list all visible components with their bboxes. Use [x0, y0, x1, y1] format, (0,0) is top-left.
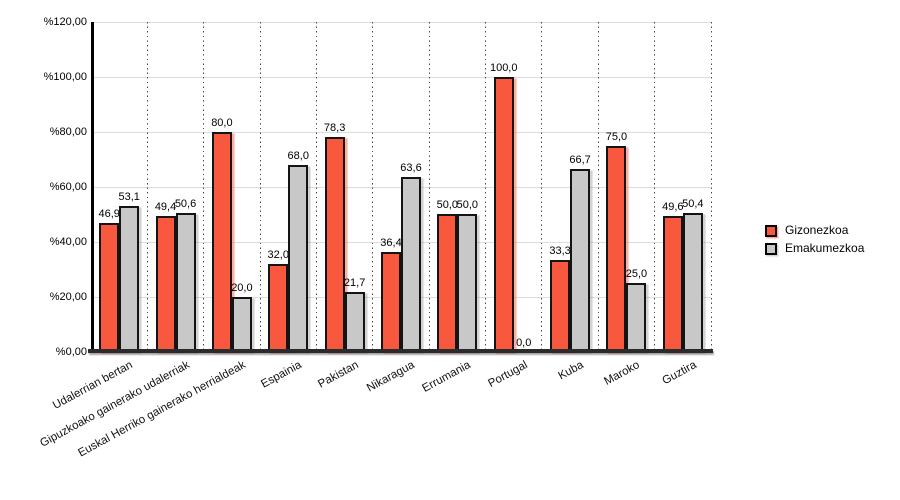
bar-value-label: 49,6 [662, 201, 684, 213]
bar-value-label: 66,7 [569, 154, 591, 166]
y-tick-label: %0,00 [55, 346, 87, 358]
bar-emakumezkoa [175, 213, 196, 352]
y-tick-label: %20,00 [49, 291, 87, 303]
category-separator [372, 22, 374, 352]
category-separator [541, 22, 543, 352]
bar-emakumezkoa [344, 292, 365, 352]
bar-value-label: 25,0 [625, 268, 648, 280]
legend-label: Emakumezkoa [785, 241, 865, 255]
category-separator [428, 22, 430, 352]
bar-value-label: 50,0 [456, 199, 479, 211]
bar-value-label: 78,3 [323, 122, 346, 134]
x-axis-baseline [88, 349, 713, 353]
bar-gizonezkoa [437, 214, 458, 352]
bar-gizonezkoa [662, 216, 683, 352]
y-axis-spine [91, 22, 94, 352]
bar-value-label: 21,7 [343, 277, 366, 289]
legend-item-emakumezkoa: Emakumezkoa [765, 241, 864, 256]
category-separator [654, 22, 656, 352]
bar-value-label: 33,3 [549, 245, 571, 257]
bar-value-label: 32,0 [267, 249, 289, 261]
bar-gizonezkoa [211, 132, 232, 352]
bar-value-label: 50,6 [174, 198, 197, 210]
y-tick-label: %60,00 [49, 181, 87, 193]
bar-gizonezkoa [550, 260, 571, 352]
bar-gizonezkoa [606, 146, 627, 352]
y-tick-label: %40,00 [49, 236, 87, 248]
bar-value-label: 75,0 [605, 131, 628, 143]
category-separator [259, 22, 261, 352]
bar-value-label: 63,6 [400, 162, 422, 174]
bar-emakumezkoa [682, 213, 703, 352]
bar-value-label: 100,0 [489, 62, 518, 74]
y-tick-label: %120,00 [43, 16, 87, 28]
y-gridline [91, 77, 711, 78]
y-gridline [91, 132, 711, 133]
legend-label: Gizonezkoa [785, 223, 849, 237]
y-tick-label: %80,00 [49, 126, 87, 138]
bar-emakumezkoa [119, 206, 140, 352]
category-separator [203, 22, 205, 352]
legend-item-gizonezkoa: Gizonezkoa [765, 223, 864, 238]
category-separator [315, 22, 317, 352]
bar-value-label: 0,0 [516, 337, 532, 349]
bar-emakumezkoa [401, 177, 421, 352]
bar-gizonezkoa [155, 216, 176, 352]
bar-emakumezkoa [570, 169, 591, 352]
plot-area: 46,9 53,1 49,4 50,6 80,0 20,0 32,0 68,0 78,3 21,7… [88, 22, 713, 353]
legend: Gizonezkoa Emakumezkoa [765, 223, 864, 259]
bar-gizonezkoa [99, 223, 120, 352]
category-separator [710, 22, 712, 352]
bar-value-label: 50,4 [682, 198, 704, 210]
category-separator [146, 22, 148, 352]
bar-emakumezkoa [626, 283, 647, 352]
bar-value-label: 46,9 [98, 208, 120, 220]
bar-gizonezkoa [493, 77, 514, 352]
bar-emakumezkoa [231, 297, 252, 352]
bar-value-label: 68,0 [287, 150, 309, 162]
y-tick-label: %100,00 [43, 71, 87, 83]
category-separator [597, 22, 599, 352]
bar-value-label: 50,0 [436, 199, 459, 211]
bar-gizonezkoa [268, 264, 289, 352]
bar-value-label: 53,1 [118, 191, 140, 203]
bar-gizonezkoa [381, 252, 401, 352]
bar-value-label: 49,4 [154, 201, 177, 213]
bar-gizonezkoa [324, 137, 345, 352]
legend-swatch-gizonezkoa [765, 224, 777, 237]
bar-emakumezkoa [457, 214, 478, 352]
y-gridline [91, 22, 711, 23]
bar-value-label: 36,4 [380, 237, 402, 249]
bar-emakumezkoa [288, 165, 309, 352]
legend-swatch-emakumezkoa [765, 242, 777, 255]
bar-value-label: 20,0 [231, 282, 253, 294]
category-separator [485, 22, 487, 352]
bar-value-label: 80,0 [211, 117, 233, 129]
